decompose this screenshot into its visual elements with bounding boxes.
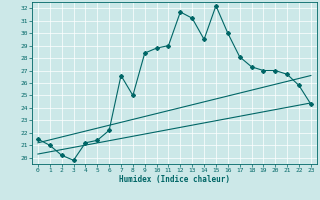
X-axis label: Humidex (Indice chaleur): Humidex (Indice chaleur) (119, 175, 230, 184)
